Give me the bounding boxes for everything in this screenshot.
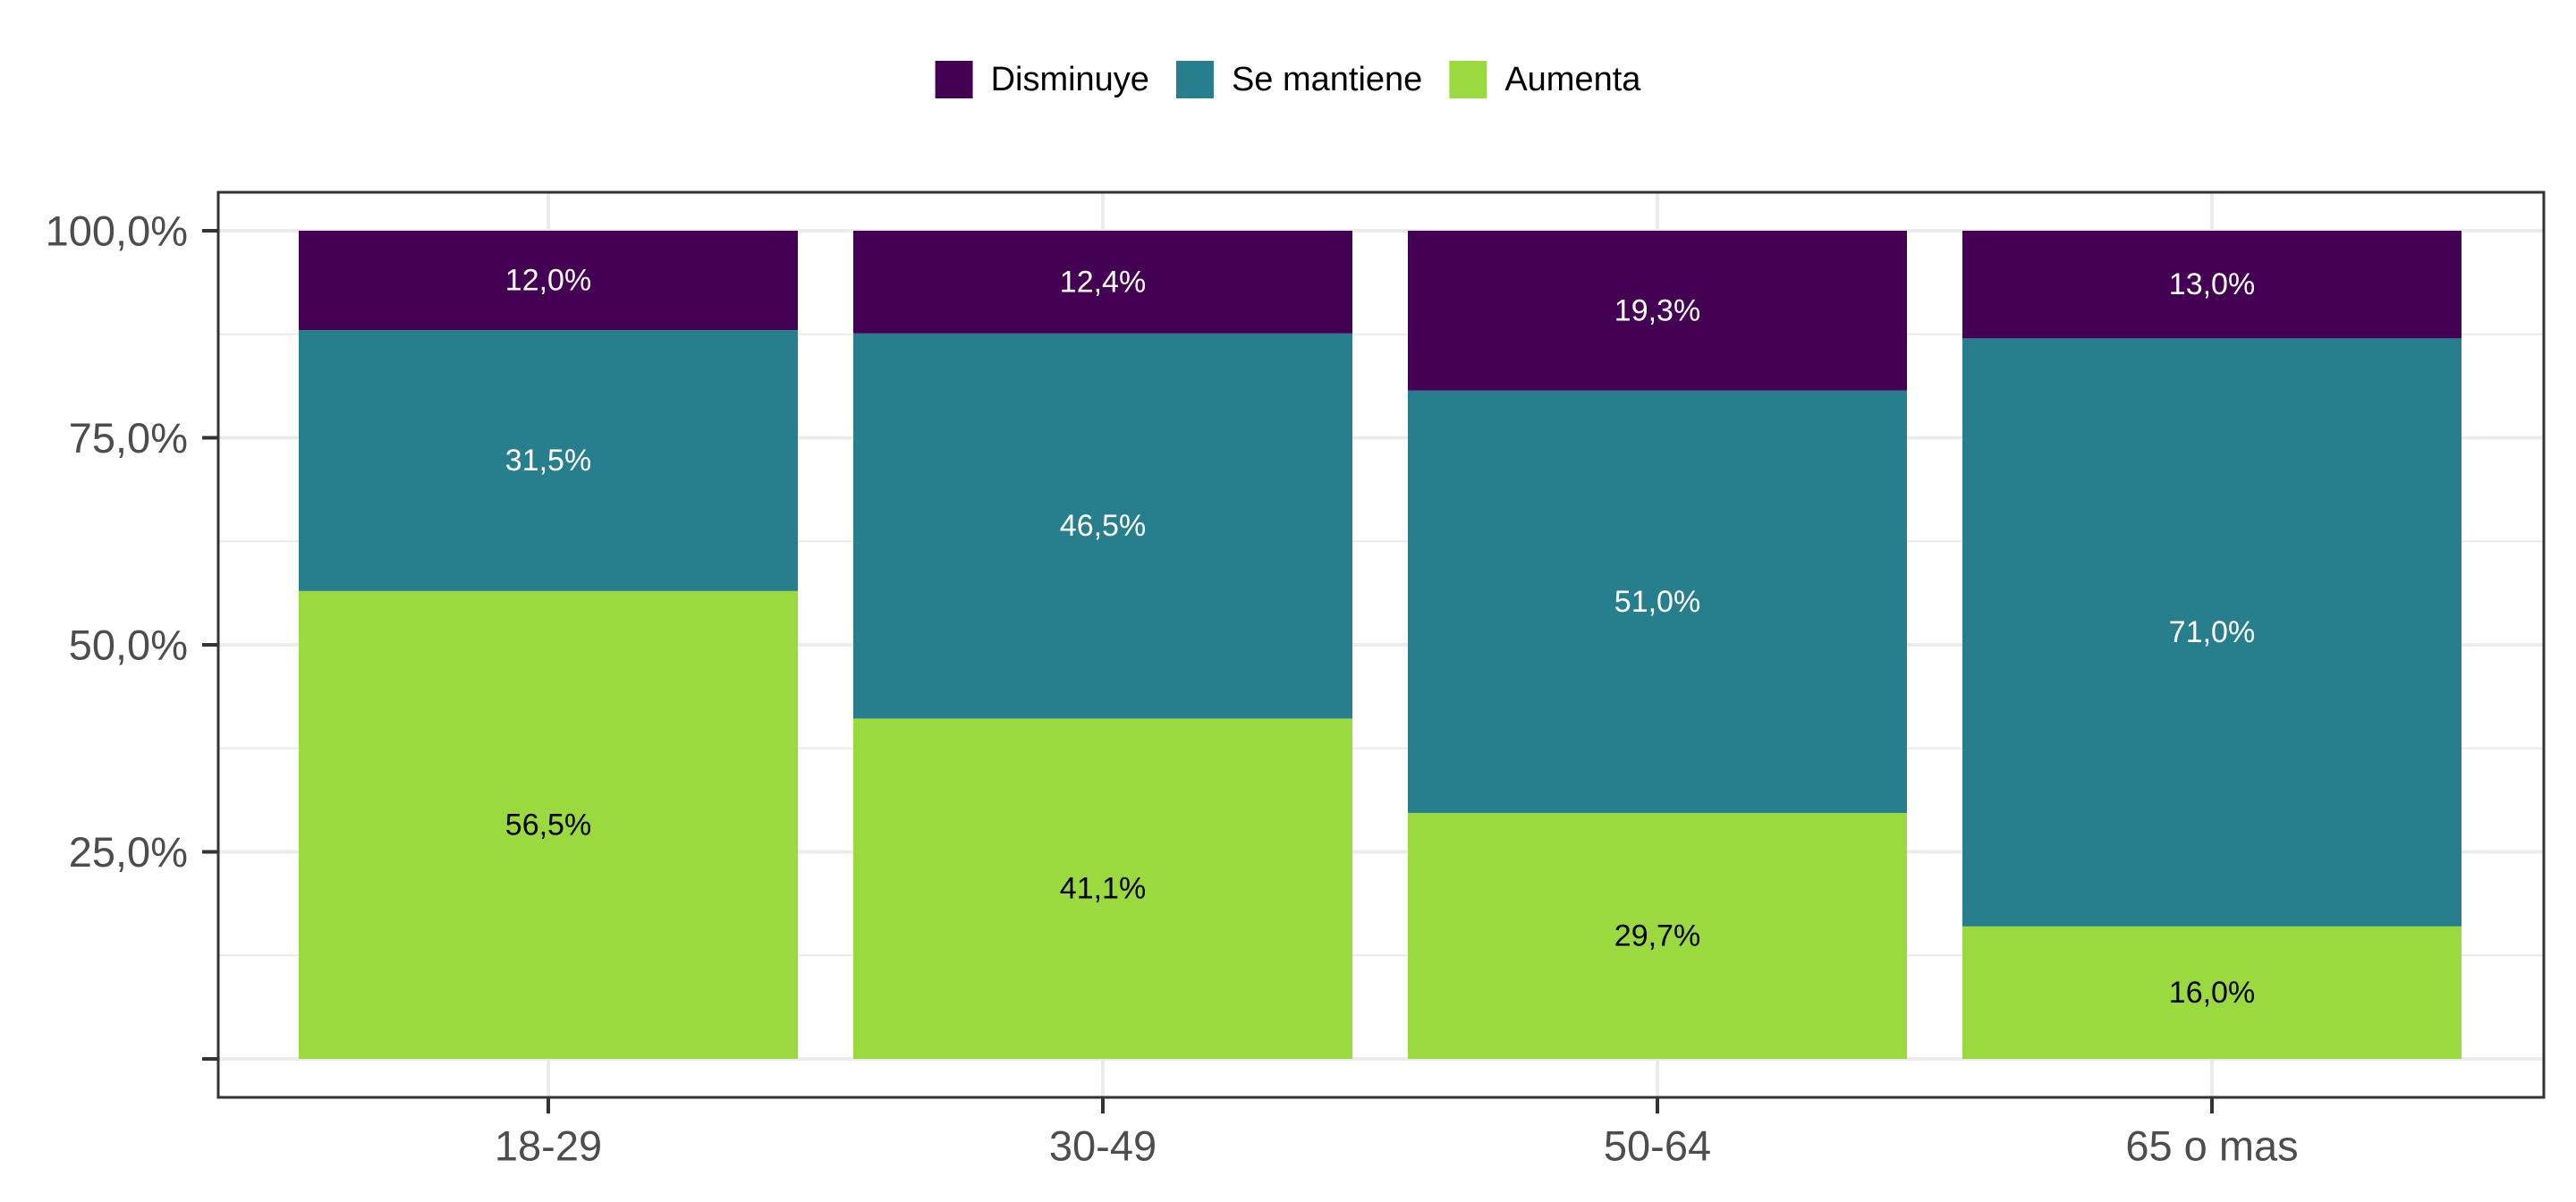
bar-disminuye-50-64 <box>1408 231 1907 391</box>
data-label-se-mantiene-65-o-mas: 71,0% <box>2169 615 2255 649</box>
data-label-se-mantiene-30-49: 46,5% <box>1060 509 1146 543</box>
data-label-disminuye-30-49: 12,4% <box>1060 265 1146 299</box>
x-tick-label-18-29: 18-29 <box>495 1122 602 1170</box>
data-label-aumenta-30-49: 41,1% <box>1060 872 1146 906</box>
bar-labels: 56,5% 31,5% 12,0% 41,1% 46,5% 12,4% 29,7% 51,0%… <box>505 264 2255 1010</box>
bar-se-mantiene-18-29 <box>299 330 798 591</box>
x-tick-label-65-o-mas: 65 o mas <box>2125 1122 2298 1170</box>
y-tick-label: 75,0% <box>69 414 188 461</box>
y-tick-label: 50,0% <box>69 622 188 669</box>
bar-disminuye-18-29 <box>299 231 798 331</box>
bar-disminuye-65-o-mas <box>1962 231 2462 339</box>
legend: Disminuye Se mantiene Aumenta <box>935 61 1641 98</box>
bar-aumenta-50-64 <box>1408 812 1907 1059</box>
x-tick-label-50-64: 50-64 <box>1604 1122 1711 1170</box>
data-label-disminuye-65-o-mas: 13,0% <box>2169 267 2255 301</box>
bar-disminuye-30-49 <box>853 231 1352 334</box>
data-label-disminuye-50-64: 19,3% <box>1614 293 1700 327</box>
data-label-se-mantiene-50-64: 51,0% <box>1614 585 1700 619</box>
bar-se-mantiene-50-64 <box>1408 390 1907 813</box>
legend-key-se-mantiene <box>1175 61 1214 98</box>
legend-label-se-mantiene: Se mantiene <box>1232 61 1422 98</box>
bar-aumenta-30-49 <box>853 718 1352 1059</box>
data-label-aumenta-65-o-mas: 16,0% <box>2169 976 2255 1010</box>
legend-label-aumenta: Aumenta <box>1504 61 1641 98</box>
y-tick-label: 100,0% <box>46 207 188 255</box>
bar-se-mantiene-30-49 <box>853 333 1352 719</box>
data-label-se-mantiene-18-29: 31,5% <box>505 444 591 478</box>
bar-aumenta-65-o-mas <box>1962 926 2462 1059</box>
data-label-aumenta-50-64: 29,7% <box>1614 918 1700 952</box>
y-tick-label: 25,0% <box>69 828 188 876</box>
axes: 25,0% 50,0% 75,0% 100,0% 18-29 30-49 50-64 65 o… <box>46 207 2299 1170</box>
legend-key-aumenta <box>1449 61 1487 98</box>
legend-key-disminuye <box>935 61 973 98</box>
bars <box>299 231 2462 1059</box>
bar-se-mantiene-65-o-mas <box>1962 338 2462 927</box>
bar-aumenta-18-29 <box>299 590 798 1059</box>
x-tick-label-30-49: 30-49 <box>1049 1122 1157 1170</box>
data-label-aumenta-18-29: 56,5% <box>505 808 591 842</box>
legend-label-disminuye: Disminuye <box>991 61 1149 98</box>
data-label-disminuye-18-29: 12,0% <box>505 264 591 298</box>
